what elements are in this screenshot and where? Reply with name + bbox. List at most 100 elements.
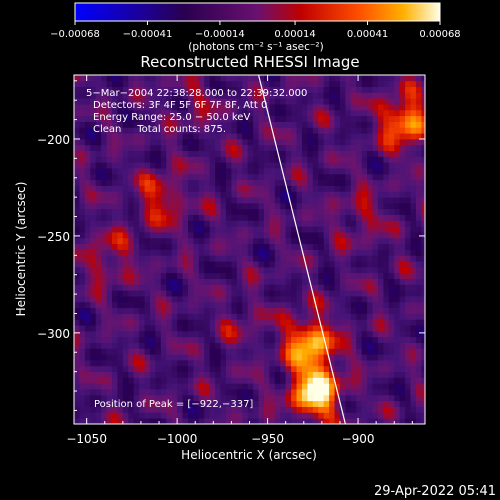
heatmap-cell xyxy=(399,400,406,407)
heatmap-cell xyxy=(139,278,145,285)
heatmap-cell xyxy=(247,115,254,122)
heatmap-cell xyxy=(415,173,422,181)
heatmap-cell xyxy=(198,226,205,233)
heatmap-cell xyxy=(171,354,178,361)
heatmap-cell xyxy=(361,150,368,157)
heatmap-cell xyxy=(198,377,205,384)
heatmap-cell xyxy=(90,284,97,291)
heatmap-cell xyxy=(312,80,319,88)
heatmap-cell xyxy=(377,202,384,210)
heatmap-cell xyxy=(307,266,314,274)
heatmap-cell xyxy=(291,266,297,274)
heatmap-cell xyxy=(84,185,91,192)
heatmap-cell xyxy=(421,360,425,367)
heatmap-cell xyxy=(247,400,254,407)
heatmap-cell xyxy=(301,168,308,175)
heatmap-cell xyxy=(101,133,107,140)
heatmap-cell xyxy=(106,261,113,268)
heatmap-cell xyxy=(231,237,238,245)
heatmap-cell xyxy=(171,179,178,186)
heatmap-cell xyxy=(399,296,406,303)
heatmap-cell xyxy=(356,80,363,88)
heatmap-cell xyxy=(171,202,178,210)
heatmap-cell xyxy=(323,208,330,215)
heatmap-cell xyxy=(383,144,390,152)
heatmap-cell xyxy=(122,197,129,204)
heatmap-cell xyxy=(204,284,211,291)
heatmap-cell xyxy=(117,121,124,128)
heatmap-cell xyxy=(345,226,352,233)
heatmap-cell xyxy=(339,406,346,413)
heatmap-cell xyxy=(209,133,216,140)
heatmap-cell xyxy=(356,86,363,93)
heatmap-cell xyxy=(225,197,232,204)
heatmap-cell xyxy=(274,412,281,419)
heatmap-cell xyxy=(79,330,86,338)
heatmap-cell xyxy=(285,301,292,309)
heatmap-cell xyxy=(182,127,189,134)
heatmap-cell xyxy=(405,214,411,221)
heatmap-cell xyxy=(388,127,395,134)
heatmap-cell xyxy=(329,75,335,82)
heatmap-cell xyxy=(74,272,80,279)
heatmap-cell xyxy=(149,168,156,175)
heatmap-cell xyxy=(415,220,422,227)
heatmap-cell xyxy=(263,150,270,157)
heatmap-cell xyxy=(231,330,238,338)
heatmap-cell xyxy=(149,202,156,210)
heatmap-cell xyxy=(220,75,227,82)
heatmap-cell xyxy=(312,371,319,378)
heatmap-cell xyxy=(236,400,243,407)
heatmap-cell xyxy=(236,377,243,384)
heatmap-cell xyxy=(155,220,162,227)
heatmap-cell xyxy=(117,92,124,99)
heatmap-cell xyxy=(269,98,276,105)
heatmap-cell xyxy=(155,371,162,378)
heatmap-cell xyxy=(274,232,281,239)
heatmap-cell xyxy=(160,162,167,169)
heatmap-cell xyxy=(225,406,232,413)
heatmap-cell xyxy=(345,313,352,320)
heatmap-cell xyxy=(90,191,97,198)
heatmap-cell xyxy=(187,360,194,367)
heatmap-cell xyxy=(377,365,384,373)
heatmap-cell xyxy=(144,412,151,419)
heatmap-cell xyxy=(215,191,221,198)
heatmap-cell xyxy=(182,266,189,274)
heatmap-cell xyxy=(204,255,211,262)
heatmap-cell xyxy=(177,104,183,111)
heatmap-cell xyxy=(166,412,173,419)
heatmap-cell xyxy=(133,284,140,291)
heatmap-cell xyxy=(133,354,140,361)
heatmap-cell xyxy=(372,98,379,105)
heatmap-cell xyxy=(220,92,227,99)
heatmap-cell xyxy=(361,191,368,198)
heatmap-cell xyxy=(410,173,417,181)
heatmap-cell xyxy=(231,278,238,285)
heatmap-cell xyxy=(301,348,308,355)
heatmap-cell xyxy=(117,185,124,192)
heatmap-cell xyxy=(345,104,352,111)
heatmap-cell xyxy=(269,406,276,413)
heatmap-cell xyxy=(144,336,151,343)
heatmap-cell xyxy=(198,336,205,343)
heatmap-cell xyxy=(166,394,173,402)
heatmap-cell xyxy=(247,162,254,169)
heatmap-cell xyxy=(117,144,124,152)
heatmap-cell xyxy=(323,109,330,117)
heatmap-cell xyxy=(394,406,401,413)
heatmap-cell xyxy=(236,168,243,175)
heatmap-cell xyxy=(388,104,395,111)
heatmap-cell xyxy=(247,173,254,181)
heatmap-cell xyxy=(95,406,102,413)
heatmap-cell xyxy=(399,191,406,198)
heatmap-cell xyxy=(388,365,395,373)
heatmap-cell xyxy=(177,389,183,396)
heatmap-cell xyxy=(182,104,189,111)
heatmap-cell xyxy=(285,243,292,250)
heatmap-cell xyxy=(377,214,384,221)
heatmap-cell xyxy=(415,418,422,424)
heatmap-cell xyxy=(101,75,107,82)
heatmap-cell xyxy=(280,325,287,332)
heatmap-cell xyxy=(415,389,422,396)
